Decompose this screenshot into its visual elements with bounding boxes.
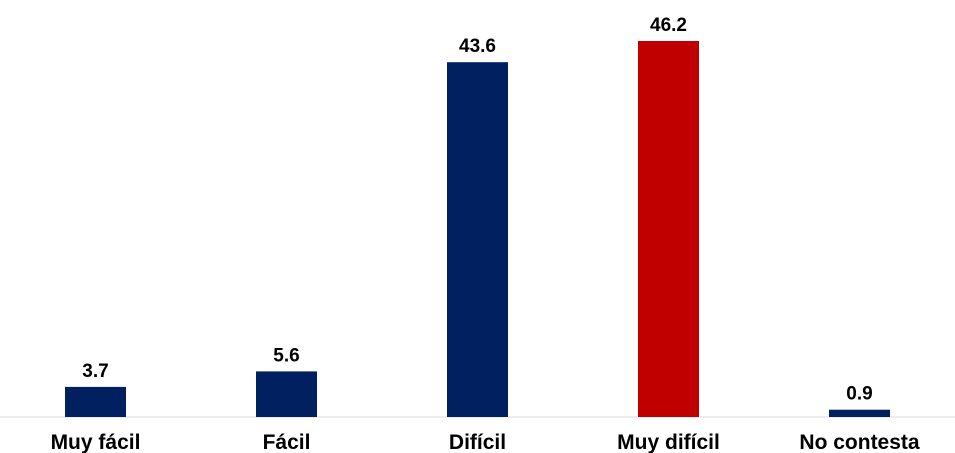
data-label-1: 3.7 [82, 361, 108, 382]
bar-2 [256, 371, 317, 417]
category-label-5: No contesta [799, 431, 920, 453]
bar-5 [829, 409, 890, 417]
data-label-4: 46.2 [650, 15, 687, 36]
bar-4 [638, 41, 699, 417]
value-labels-group: 3.7 5.6 43.6 46.2 0.9 [82, 15, 872, 405]
category-label-1: Muy fácil [51, 431, 141, 453]
data-label-3: 43.6 [459, 36, 496, 57]
category-label-4: Muy difícil [617, 431, 720, 453]
category-label-2: Fácil [263, 431, 311, 453]
category-labels-group: Muy fácil Fácil Difícil Muy difícil No conte… [51, 431, 920, 453]
category-label-3: Difícil [449, 431, 506, 453]
bar-3 [447, 62, 508, 417]
data-label-5: 0.9 [846, 384, 872, 405]
bar-1 [65, 386, 126, 417]
bars-group [65, 41, 890, 417]
data-label-2: 5.6 [273, 345, 299, 366]
